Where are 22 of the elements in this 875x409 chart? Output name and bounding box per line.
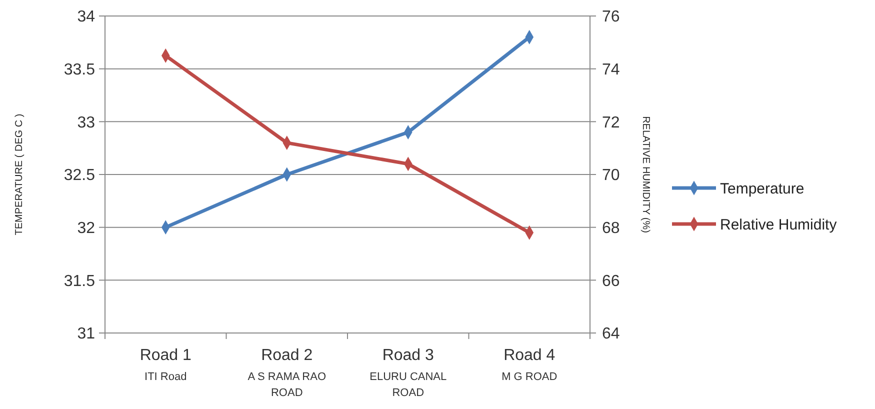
- y-tick-label: 32: [77, 220, 96, 237]
- y-tick-label: 31.5: [64, 272, 96, 290]
- x-tick-label: Road 3 ELURU CANAL ROAD: [370, 347, 447, 399]
- x-tick-label: Road 1 ITI Road: [140, 347, 192, 383]
- y2-tick-label: 76: [602, 8, 620, 26]
- legend-label: Relative Humidity: [720, 216, 838, 234]
- y2-tick-label: 66: [602, 272, 620, 290]
- y2-tick-label: 64: [602, 326, 620, 343]
- y-tick-label: 33: [77, 114, 96, 132]
- y-tick-label: 31: [77, 326, 96, 343]
- x-tick-label: Road 4 M G ROAD: [502, 347, 558, 383]
- y2-tick-label: 74: [602, 61, 620, 78]
- legend-label: Temperature: [720, 180, 804, 198]
- y-axis-title: TEMPERATURE ( DEG C ): [14, 114, 25, 236]
- y-tick-label: 33.5: [64, 61, 96, 78]
- y2-tick-label: 72: [602, 114, 620, 132]
- y-tick-label: 34: [77, 8, 96, 26]
- x-tick-label: Road 2 A S RAMA RAO ROAD: [248, 347, 326, 399]
- y-tick-label: 32.5: [64, 167, 96, 184]
- y2-tick-label: 70: [602, 167, 620, 184]
- y2-tick-label: 68: [602, 220, 620, 237]
- y2-axis-title: RELATIVE HUMIDITY (%): [640, 116, 651, 233]
